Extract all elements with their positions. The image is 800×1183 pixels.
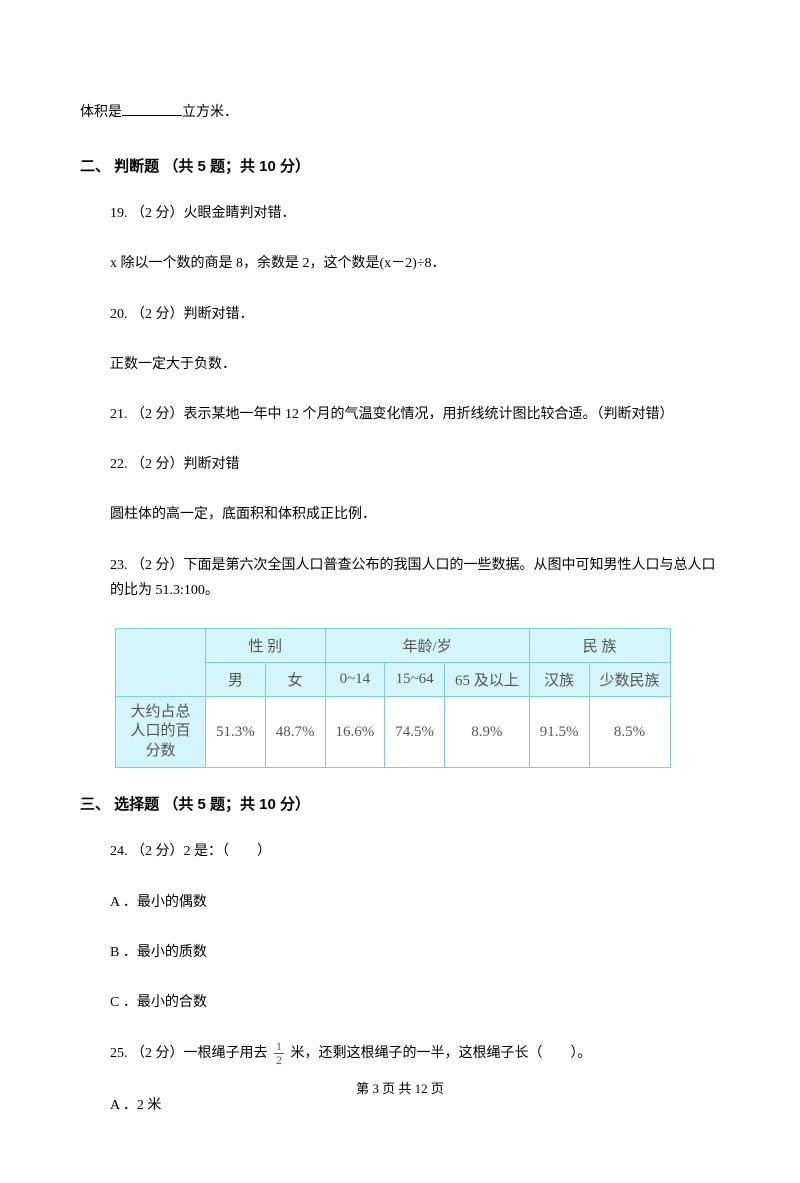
table-cell: 74.5% — [385, 696, 445, 768]
page-footer: 第 3 页 共 12 页 — [0, 1078, 800, 1097]
table-cell: 48.7% — [265, 696, 325, 768]
sub-header: 0~14 — [325, 662, 385, 696]
census-table: 性 别 年龄/岁 民 族 男 女 0~14 15~64 65 及以上 汉族 少数… — [115, 628, 671, 769]
sub-header: 少数民族 — [589, 662, 670, 696]
question-22-prompt: 22. （2 分）判断对错 — [110, 452, 720, 477]
table-header-row-1: 性 别 年龄/岁 民 族 — [116, 628, 671, 662]
sub-header: 65 及以上 — [445, 662, 530, 696]
sub-header: 女 — [265, 662, 325, 696]
option-24-c: C ．最小的合数 — [110, 990, 720, 1015]
question-23-prompt: 23. （2 分）下面是第六次全国人口普查公布的我国人口的一些数据。从图中可知男… — [110, 553, 720, 603]
sub-header: 汉族 — [529, 662, 589, 696]
fraction-numerator: 1 — [274, 1040, 284, 1054]
fraction-half: 12 — [274, 1040, 284, 1067]
header-ethnicity: 民 族 — [529, 628, 670, 662]
question-21-prompt: 21. （2 分）表示某地一年中 12 个月的气温变化情况，用折线统计图比较合适… — [110, 402, 720, 427]
sub-header: 15~64 — [385, 662, 445, 696]
question-25-prompt: 25. （2 分）一根绳子用去 12 米，还剩这根绳子的一半，这根绳子长（ ）。 — [110, 1040, 720, 1067]
question-20-body: 正数一定大于负数． — [110, 352, 720, 377]
q25-pre: 25. （2 分）一根绳子用去 — [110, 1046, 271, 1061]
question-19-prompt: 19. （2 分）火眼金睛判对错． — [110, 201, 720, 226]
question-24-prompt: 24. （2 分）2 是：（ ） — [110, 839, 720, 864]
q25-post: 米，还剩这根绳子的一半，这根绳子长（ ）。 — [287, 1046, 592, 1061]
table-cell: 8.5% — [589, 696, 670, 768]
question-20-prompt: 20. （2 分）判断对错． — [110, 302, 720, 327]
continuation-pre: 体积是 — [80, 105, 122, 120]
table-cell: 16.6% — [325, 696, 385, 768]
question-19-body: x 除以一个数的商是 8，余数是 2，这个数是(x－2)÷8． — [110, 251, 720, 276]
table-cell: 91.5% — [529, 696, 589, 768]
section-2-header: 二、 判断题 （共 5 题；共 10 分） — [80, 155, 720, 176]
question-continuation: 体积是 立方米． — [80, 100, 720, 125]
section-3-header: 三、 选择题 （共 5 题；共 10 分） — [80, 793, 720, 814]
header-gender: 性 别 — [206, 628, 326, 662]
fraction-denominator: 2 — [274, 1054, 284, 1067]
census-table-container: 性 别 年龄/岁 民 族 男 女 0~14 15~64 65 及以上 汉族 少数… — [115, 628, 720, 769]
header-age: 年龄/岁 — [325, 628, 529, 662]
row-label: 大约占总人口的百分数 — [116, 696, 206, 768]
blank-field — [122, 102, 182, 116]
table-cell: 51.3% — [206, 696, 266, 768]
table-row: 大约占总人口的百分数 51.3% 48.7% 16.6% 74.5% 8.9% … — [116, 696, 671, 768]
continuation-post: 立方米． — [182, 105, 238, 120]
question-22-body: 圆柱体的高一定，底面积和体积成正比例． — [110, 502, 720, 527]
sub-header: 男 — [206, 662, 266, 696]
table-cell: 8.9% — [445, 696, 530, 768]
option-24-b: B ．最小的质数 — [110, 940, 720, 965]
option-24-a: A ．最小的偶数 — [110, 890, 720, 915]
